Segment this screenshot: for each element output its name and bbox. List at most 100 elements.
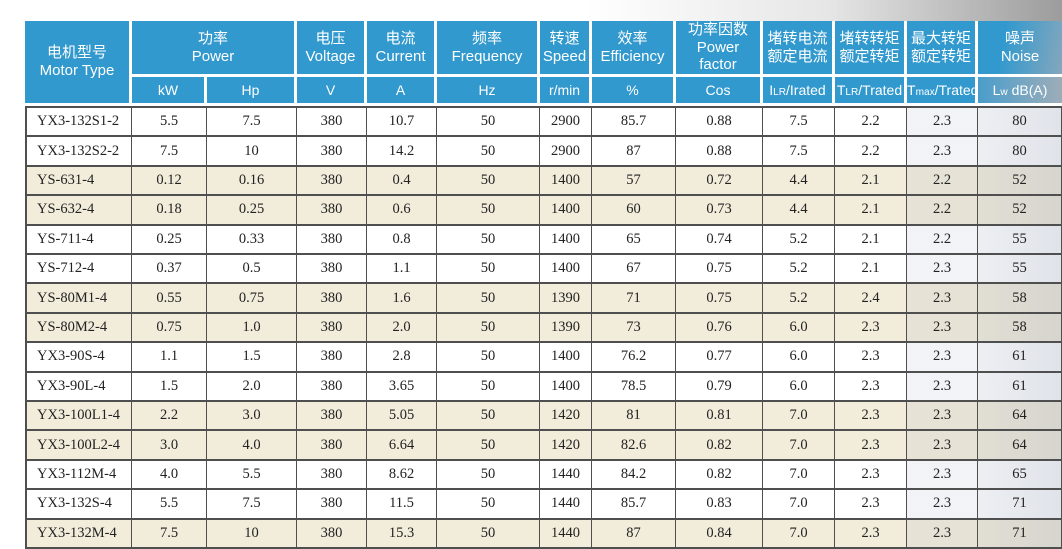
value-cell: 6.0	[763, 343, 835, 373]
value-cell: 0.82	[676, 460, 763, 491]
value-cell: 4.4	[763, 166, 835, 197]
header-lrc-line2: 额定电流	[767, 47, 828, 65]
value-cell: 2.3	[835, 313, 907, 344]
value-cell: 2.3	[835, 431, 907, 461]
page-corner-gradient	[0, 0, 1062, 21]
header-frequency: 频率 Frequency	[437, 21, 540, 78]
value-cell: 61	[978, 343, 1062, 373]
value-cell: 3.0	[132, 431, 207, 461]
value-cell: 2.3	[907, 343, 978, 373]
value-cell: 5.2	[763, 255, 835, 285]
value-cell: 6.0	[763, 313, 835, 344]
unit-a: A	[367, 77, 437, 107]
value-cell: 11.5	[367, 490, 437, 520]
value-cell: 380	[297, 137, 367, 167]
table-row: YS-711-4 0.25 0.33 380 0.8 50 1400 65 0.74 5.2 2.1…	[25, 225, 1062, 256]
value-cell: 2.1	[835, 196, 907, 226]
header-noise: 噪声 Noise	[978, 21, 1062, 78]
value-cell: 7.0	[763, 519, 835, 549]
value-cell: 380	[297, 313, 367, 344]
value-cell: 1390	[540, 313, 592, 344]
value-cell: 2900	[540, 137, 592, 167]
value-cell: 50	[437, 490, 540, 520]
header-locked-rotor-torque: 堵转转矩 额定转矩	[835, 21, 907, 78]
value-cell: 2.1	[835, 225, 907, 256]
value-cell: 1420	[540, 431, 592, 461]
header-voltage: 电压 Voltage	[297, 21, 367, 78]
value-cell: 2.3	[835, 519, 907, 549]
header-voltage-en: Voltage	[305, 47, 356, 65]
value-cell: 64	[978, 401, 1062, 432]
header-noise-zh: 噪声	[1004, 29, 1035, 47]
value-cell: 380	[297, 519, 367, 549]
header-voltage-zh: 电压	[315, 29, 346, 47]
value-cell: 57	[592, 166, 676, 197]
header-locked-rotor-current: 堵转电流 额定电流	[763, 21, 835, 78]
motor-spec-table: 电机型号 Motor Type 功率 Power 电压 Voltage 电流 C…	[25, 21, 1062, 549]
value-cell: 1.1	[132, 343, 207, 373]
value-cell: 5.2	[763, 225, 835, 256]
header-power-factor-en1: Power	[696, 38, 740, 56]
unit-lw-sub: w	[1000, 87, 1008, 99]
value-cell: 1400	[540, 225, 592, 256]
value-cell: 0.82	[676, 431, 763, 461]
value-cell: 0.37	[132, 255, 207, 285]
unit-lw-dba: Lw dB(A)	[978, 77, 1062, 107]
value-cell: 4.0	[132, 460, 207, 491]
value-cell: 0.25	[207, 196, 297, 226]
unit-lw-base: L	[992, 82, 1001, 99]
header-efficiency-en: Efficiency	[600, 47, 665, 65]
table-row: YX3-132S1-2 5.5 7.5 380 10.7 50 2900 85.7 0.88 7.…	[25, 106, 1062, 138]
value-cell: 380	[297, 166, 367, 197]
value-cell: 61	[978, 372, 1062, 402]
value-cell: 2.2	[132, 401, 207, 432]
value-cell: 10	[207, 519, 297, 549]
unit-hp: Hp	[207, 77, 297, 107]
motor-type-cell: YX3-132S1-2	[25, 106, 132, 138]
value-cell: 50	[437, 313, 540, 344]
value-cell: 0.81	[676, 401, 763, 432]
value-cell: 2.3	[907, 313, 978, 344]
value-cell: 5.5	[132, 490, 207, 520]
value-cell: 2.3	[835, 460, 907, 491]
value-cell: 1400	[540, 166, 592, 197]
value-cell: 15.3	[367, 519, 437, 549]
table-row: YS-631-4 0.12 0.16 380 0.4 50 1400 57 0.72 4.4 2.1…	[25, 166, 1062, 197]
value-cell: 82.6	[592, 431, 676, 461]
header-power: 功率 Power	[132, 21, 297, 78]
header-power-zh: 功率	[197, 29, 228, 47]
value-cell: 0.88	[676, 106, 763, 138]
value-cell: 64	[978, 431, 1062, 461]
value-cell: 58	[978, 284, 1062, 314]
value-cell: 7.0	[763, 431, 835, 461]
value-cell: 52	[978, 166, 1062, 197]
value-cell: 0.84	[676, 519, 763, 549]
table-row: YS-80M2-4 0.75 1.0 380 2.0 50 1390 73 0.76 6.0 2.3…	[25, 313, 1062, 344]
value-cell: 50	[437, 519, 540, 549]
value-cell: 2900	[540, 106, 592, 138]
value-cell: 1390	[540, 284, 592, 314]
value-cell: 7.0	[763, 460, 835, 491]
header-max-torque: 最大转矩 额定转矩	[907, 21, 978, 78]
header-current-en: Current	[375, 47, 426, 65]
value-cell: 3.65	[367, 372, 437, 402]
header-lrt-line1: 堵转转矩	[839, 29, 900, 47]
unit-hz: Hz	[437, 77, 540, 107]
value-cell: 2.3	[907, 490, 978, 520]
value-cell: 1.1	[367, 255, 437, 285]
value-cell: 50	[437, 343, 540, 373]
value-cell: 7.5	[132, 137, 207, 167]
value-cell: 2.3	[907, 519, 978, 549]
value-cell: 10.7	[367, 106, 437, 138]
header-frequency-zh: 频率	[471, 29, 502, 47]
value-cell: 50	[437, 372, 540, 402]
value-cell: 2.3	[835, 490, 907, 520]
header-group-row: 电机型号 Motor Type 功率 Power 电压 Voltage 电流 C…	[25, 21, 1062, 107]
value-cell: 2.3	[835, 372, 907, 402]
value-cell: 0.16	[207, 166, 297, 197]
value-cell: 50	[437, 431, 540, 461]
value-cell: 0.4	[367, 166, 437, 197]
motor-type-cell: YX3-100L1-4	[25, 401, 132, 432]
value-cell: 2.0	[207, 372, 297, 402]
